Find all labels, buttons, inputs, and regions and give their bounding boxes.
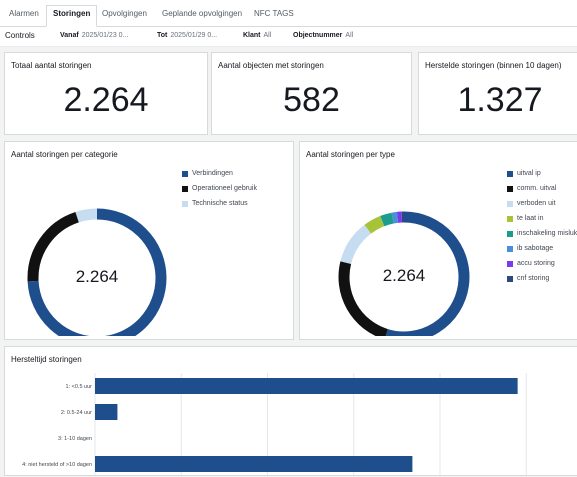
bar-1-0-5-uur[interactable] [95,378,518,394]
legend-label: inschakeling mislukt [517,230,577,238]
legend-swatch [507,171,513,177]
donut-chart-categorie: 2.264 [17,166,177,336]
klant-value: All [264,32,272,39]
bar-card-hersteltijd: Hersteltijd storingen 1: <0.5 uur 2: 0.5-… [4,346,577,476]
legend-swatch [507,201,513,207]
tab-opvolgingen[interactable]: Opvolgingen [96,6,153,27]
legend-label: accu storing [517,260,555,268]
chart-title: Aantal storingen per categorie [11,150,118,159]
tab-bar: Alarmen Storingen Opvolgingen Geplande o… [0,0,577,27]
objectnummer-label: Objectnummer [293,32,342,39]
tab-nfc-tags[interactable]: NFC TAGS [248,6,300,27]
legend-swatch [507,216,513,222]
bar-category-label: 3: 1-10 dagen [58,436,92,442]
legend-label: Verbindingen [192,170,233,178]
legend-label: Operationeel gebruik [192,185,257,193]
chart-title: Aantal storingen per type [306,150,395,159]
legend-swatch [507,231,513,237]
donut-card-type: Aantal storingen per type 2.264 uitval i… [299,141,577,340]
vanaf-value: 2025/01/23 0... [82,32,129,39]
controls-title[interactable]: Controls [5,31,35,40]
legend-label: cnf storing [517,275,549,283]
tab-storingen[interactable]: Storingen [46,5,97,27]
kpi-title: Herstelde storingen (binnen 10 dagen) [425,61,562,70]
chart-title: Hersteltijd storingen [11,355,82,364]
donut-center-label: 2.264 [76,267,119,286]
legend-label: ib sabotage [517,245,553,253]
bar-4-niet-hersteld-of-10-dagen[interactable] [95,456,412,472]
bar-category-label: 4: niet hersteld of >10 dagen [22,462,92,468]
donut-slice-inschakeling-mislukt[interactable] [382,218,392,221]
legend-swatch [182,171,188,177]
donut-card-categorie: Aantal storingen per categorie 2.264 Ver… [4,141,294,340]
kpi-value: 582 [212,81,411,120]
tab-geplande-opvolgingen[interactable]: Geplande opvolgingen [156,6,248,27]
donut-slice-technische-status[interactable] [77,214,97,217]
kpi-card-objecten: Aantal objecten met storingen 582 [211,52,412,135]
kpi-card-hersteld: Herstelde storingen (binnen 10 dagen) 1.… [418,52,577,135]
kpi-card-totaal: Totaal aantal storingen 2.264 [4,52,208,135]
objectnummer-value: All [345,32,353,39]
bar-category-label: 2: 0.5-24 uur [61,410,92,416]
kpi-title: Aantal objecten met storingen [218,61,324,70]
kpi-value: 1.327 [419,81,577,120]
legend-swatch [182,186,188,192]
tab-alarmen[interactable]: Alarmen [3,6,45,27]
donut-chart-type: 2.264 [330,166,480,336]
donut-slice-verboden-uit[interactable] [346,229,368,262]
donut-slice-operationeel-gebruik[interactable] [33,217,77,281]
legend-swatch [507,246,513,252]
donut-slice-comm-uitval[interactable] [344,263,386,335]
legend-swatch [182,201,188,207]
legend-swatch [507,261,513,267]
bar-2-0-5-24-uur[interactable] [95,404,117,420]
tot-value: 2025/01/29 0... [170,32,217,39]
legend-label: Technische status [192,200,248,208]
tot-label: Tot [157,32,167,39]
donut-center-label: 2.264 [383,266,426,285]
kpi-value: 2.264 [5,81,207,120]
bar-chart-hersteltijd: 1: <0.5 uur 2: 0.5-24 uur 3: 1-10 dagen 4: … [5,367,577,477]
klant-label: Klant [243,32,261,39]
legend-swatch [507,186,513,192]
vanaf-label: Vanaf [60,32,79,39]
kpi-title: Totaal aantal storingen [11,61,92,70]
legend-swatch [507,276,513,282]
legend-label: verboden uit [517,200,556,208]
donut-slice-ib-sabotage[interactable] [393,217,398,218]
donut-slice-te-laat-in[interactable] [368,221,382,229]
legend-label: uitval ip [517,170,541,178]
bar-category-label: 1: <0.5 uur [66,384,93,390]
legend-label: te laat in [517,215,543,223]
legend-label: comm. uitval [517,185,556,193]
